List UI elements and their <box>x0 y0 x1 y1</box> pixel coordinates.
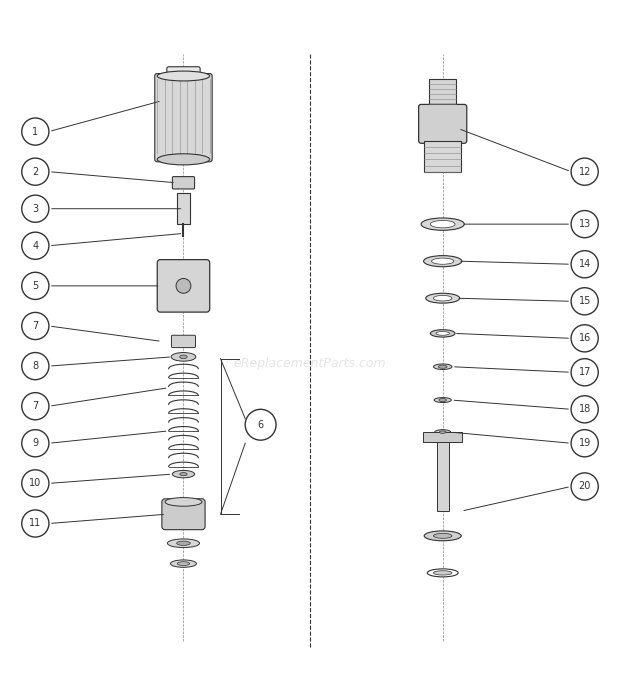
Ellipse shape <box>423 256 462 267</box>
Text: 7: 7 <box>32 401 38 411</box>
Ellipse shape <box>177 562 190 566</box>
Circle shape <box>571 251 598 278</box>
Ellipse shape <box>180 473 187 475</box>
Circle shape <box>22 393 49 420</box>
Bar <box>177 194 190 224</box>
Circle shape <box>571 430 598 457</box>
FancyBboxPatch shape <box>172 336 195 347</box>
FancyBboxPatch shape <box>157 260 210 312</box>
Ellipse shape <box>432 258 454 265</box>
Text: 1: 1 <box>32 127 38 136</box>
Circle shape <box>571 158 598 185</box>
Ellipse shape <box>430 330 455 337</box>
Ellipse shape <box>167 539 200 548</box>
Circle shape <box>571 359 598 386</box>
Ellipse shape <box>438 365 447 368</box>
Ellipse shape <box>157 154 210 165</box>
Ellipse shape <box>440 431 446 433</box>
Text: 10: 10 <box>29 478 42 489</box>
Circle shape <box>245 409 276 440</box>
Bar <box>423 432 463 442</box>
Text: 17: 17 <box>578 367 591 378</box>
Circle shape <box>22 272 49 300</box>
Text: 9: 9 <box>32 438 38 449</box>
Text: 6: 6 <box>257 420 264 430</box>
Ellipse shape <box>426 294 459 303</box>
Text: 19: 19 <box>578 438 591 449</box>
Text: 4: 4 <box>32 240 38 251</box>
Text: 14: 14 <box>578 259 591 269</box>
Text: 20: 20 <box>578 482 591 491</box>
FancyBboxPatch shape <box>155 74 212 162</box>
Circle shape <box>22 353 49 380</box>
Ellipse shape <box>427 569 458 577</box>
Text: 16: 16 <box>578 333 591 343</box>
Bar <box>436 437 449 511</box>
Text: 7: 7 <box>32 321 38 331</box>
Circle shape <box>22 430 49 457</box>
Ellipse shape <box>172 471 195 477</box>
Text: 8: 8 <box>32 361 38 371</box>
Ellipse shape <box>171 353 196 361</box>
Text: 15: 15 <box>578 296 591 307</box>
Text: 11: 11 <box>29 519 42 528</box>
Circle shape <box>22 470 49 497</box>
Circle shape <box>22 118 49 145</box>
Text: 3: 3 <box>32 204 38 214</box>
FancyBboxPatch shape <box>167 67 200 78</box>
Circle shape <box>22 195 49 223</box>
Text: 2: 2 <box>32 167 38 176</box>
Ellipse shape <box>180 355 187 359</box>
Ellipse shape <box>433 296 452 301</box>
Text: 13: 13 <box>578 219 591 229</box>
Text: 5: 5 <box>32 281 38 291</box>
Circle shape <box>22 312 49 340</box>
Ellipse shape <box>430 220 455 228</box>
FancyBboxPatch shape <box>172 176 195 189</box>
Ellipse shape <box>435 430 451 435</box>
FancyBboxPatch shape <box>418 105 467 143</box>
Circle shape <box>176 278 191 294</box>
Ellipse shape <box>433 364 452 369</box>
Ellipse shape <box>421 218 464 230</box>
Ellipse shape <box>433 533 452 538</box>
Circle shape <box>22 510 49 537</box>
Text: 12: 12 <box>578 167 591 176</box>
Ellipse shape <box>434 398 451 402</box>
Ellipse shape <box>433 570 452 575</box>
FancyBboxPatch shape <box>162 499 205 530</box>
Circle shape <box>571 473 598 500</box>
Text: 18: 18 <box>578 404 591 414</box>
Circle shape <box>571 395 598 423</box>
Circle shape <box>571 325 598 352</box>
Bar <box>424 141 461 172</box>
Circle shape <box>22 232 49 259</box>
Ellipse shape <box>157 71 210 81</box>
Ellipse shape <box>165 497 202 506</box>
Ellipse shape <box>177 541 190 546</box>
Circle shape <box>571 211 598 238</box>
Ellipse shape <box>424 531 461 541</box>
Circle shape <box>571 288 598 315</box>
Circle shape <box>22 158 49 185</box>
Ellipse shape <box>439 398 446 402</box>
Bar <box>429 79 456 104</box>
Text: eReplacementParts.com: eReplacementParts.com <box>234 356 386 369</box>
Ellipse shape <box>170 560 197 567</box>
Ellipse shape <box>436 331 449 336</box>
